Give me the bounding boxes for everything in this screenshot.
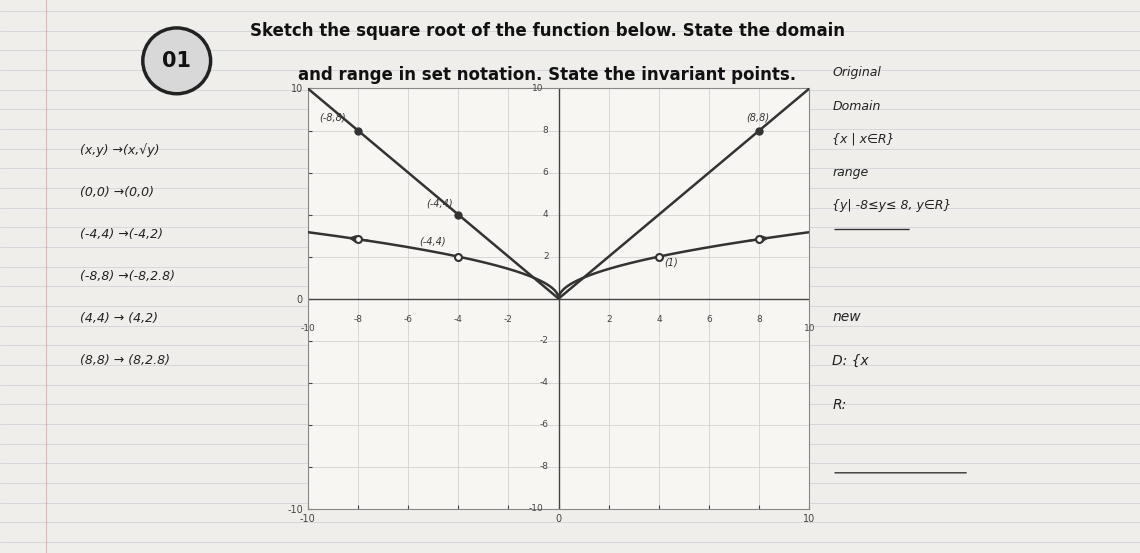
Text: 2: 2 (606, 315, 611, 325)
Text: 8: 8 (756, 315, 763, 325)
Text: 2: 2 (543, 252, 548, 261)
Text: new: new (832, 310, 861, 324)
Text: (-4,4) →(-4,2): (-4,4) →(-4,2) (80, 228, 163, 241)
Text: 6: 6 (543, 168, 548, 177)
Text: Domain: Domain (832, 100, 880, 113)
Text: -4: -4 (539, 378, 548, 387)
Text: 6: 6 (706, 315, 712, 325)
Text: (8,8): (8,8) (747, 112, 770, 122)
Text: -2: -2 (539, 336, 548, 345)
Text: -2: -2 (504, 315, 513, 325)
Text: {x | x∈R}: {x | x∈R} (832, 133, 895, 146)
Text: range: range (832, 166, 869, 179)
Ellipse shape (142, 28, 211, 94)
Text: Original: Original (832, 66, 881, 80)
Text: (-8,8): (-8,8) (319, 112, 345, 122)
Text: D: {x: D: {x (832, 354, 869, 368)
Text: -10: -10 (529, 504, 544, 513)
Text: 10: 10 (804, 324, 815, 333)
Text: (0,0) →(0,0): (0,0) →(0,0) (80, 186, 154, 199)
Text: (1): (1) (663, 257, 677, 267)
Text: (8,8) → (8,2.8): (8,8) → (8,2.8) (80, 354, 170, 367)
Text: (x,y) →(x,√y): (x,y) →(x,√y) (80, 144, 160, 158)
Text: 4: 4 (543, 210, 548, 219)
Text: 4: 4 (657, 315, 661, 325)
Text: {y| -8≤y≤ 8, y∈R}: {y| -8≤y≤ 8, y∈R} (832, 199, 952, 212)
Text: -10: -10 (301, 324, 315, 333)
Text: -8: -8 (353, 315, 363, 325)
Text: and range in set notation. State the invariant points.: and range in set notation. State the inv… (299, 66, 796, 85)
Text: R:: R: (832, 398, 846, 412)
Text: Sketch the square root of the function below. State the domain: Sketch the square root of the function b… (250, 22, 845, 40)
Text: (4,4) → (4,2): (4,4) → (4,2) (80, 312, 157, 325)
Text: -4: -4 (454, 315, 463, 325)
Text: -8: -8 (539, 462, 548, 471)
Text: (-8,8) →(-8,2.8): (-8,8) →(-8,2.8) (80, 270, 174, 283)
Text: -6: -6 (404, 315, 413, 325)
Text: 10: 10 (532, 84, 544, 93)
Text: 8: 8 (543, 126, 548, 135)
Text: (-4,4): (-4,4) (426, 199, 454, 208)
Text: (-4,4): (-4,4) (420, 236, 446, 246)
Text: 01: 01 (162, 51, 192, 71)
Text: -6: -6 (539, 420, 548, 429)
